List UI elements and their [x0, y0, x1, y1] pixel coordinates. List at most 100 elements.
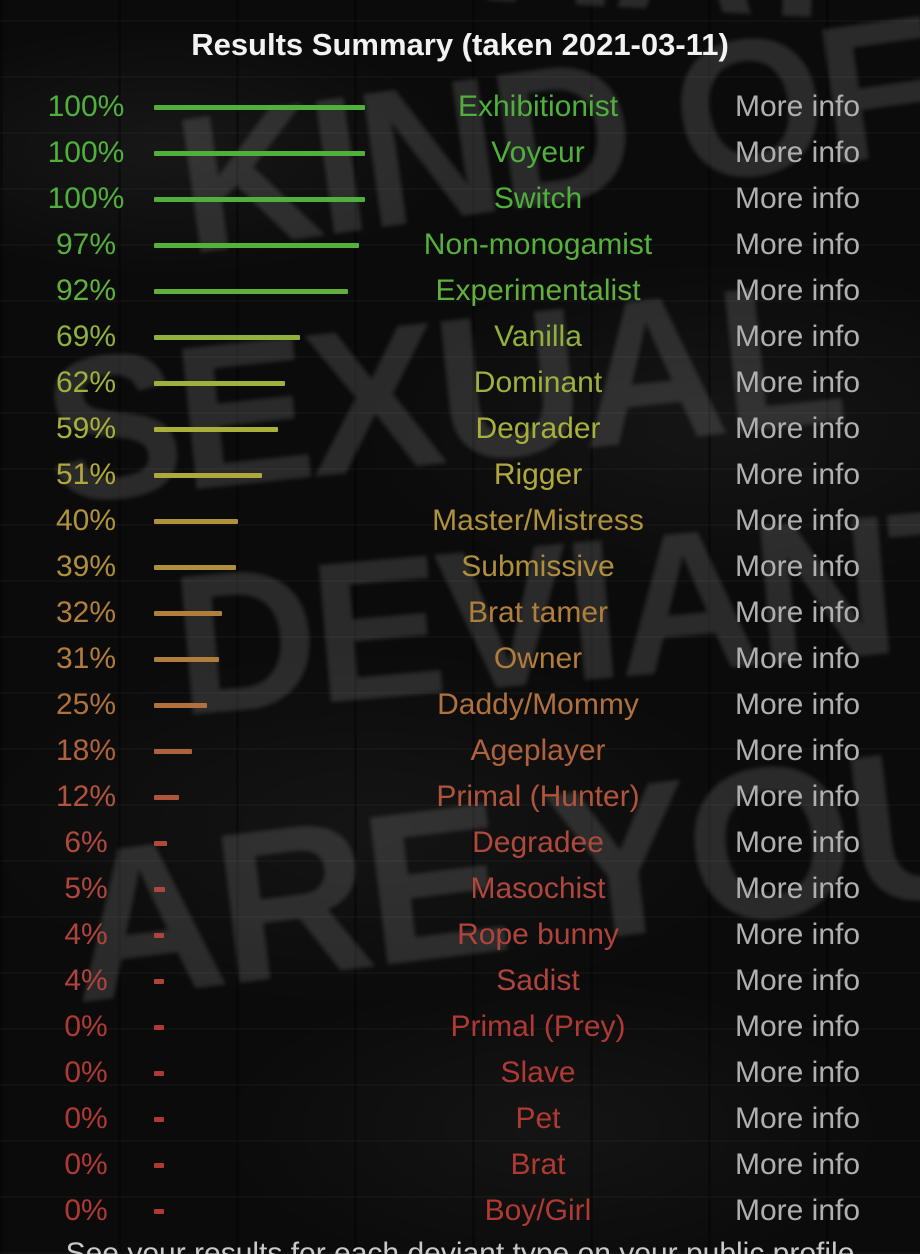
page-title: Results Summary (taken 2021-03-11)	[191, 27, 729, 62]
result-row: 40% Master/Mistress More info	[0, 498, 920, 544]
result-percent: 31%	[55, 642, 117, 675]
result-row: 32% Brat tamer More info	[0, 590, 920, 636]
more-info-link[interactable]: More info	[735, 734, 861, 767]
result-bar	[154, 473, 262, 478]
more-info-link[interactable]: More info	[735, 1194, 861, 1227]
result-label: Exhibitionist	[457, 90, 619, 123]
result-label: Voyeur	[491, 136, 585, 169]
more-info-link[interactable]: More info	[735, 274, 861, 307]
result-row: 69% Vanilla More info	[0, 314, 920, 360]
result-percent: 5%	[64, 872, 108, 905]
result-label: Primal (Prey)	[450, 1010, 626, 1043]
more-info-link[interactable]: More info	[735, 688, 861, 721]
result-row: 0% Primal (Prey) More info	[0, 1004, 920, 1050]
more-info-link[interactable]: More info	[735, 780, 861, 813]
result-row: 0% Brat More info	[0, 1142, 920, 1188]
result-label: Brat tamer	[467, 596, 609, 629]
result-percent: 0%	[64, 1194, 108, 1227]
more-info-link[interactable]: More info	[735, 136, 861, 169]
result-percent: 100%	[47, 136, 125, 169]
result-label: Submissive	[461, 550, 615, 583]
result-row: 12% Primal (Hunter) More info	[0, 774, 920, 820]
more-info-link[interactable]: More info	[735, 918, 861, 951]
result-row: 4% Rope bunny More info	[0, 912, 920, 958]
more-info-link[interactable]: More info	[735, 228, 861, 261]
result-bar	[154, 427, 279, 432]
more-info-link[interactable]: More info	[735, 642, 861, 675]
result-label: Rope bunny	[457, 918, 619, 951]
result-row: 25% Daddy/Mommy More info	[0, 682, 920, 728]
more-info-link[interactable]: More info	[735, 1056, 861, 1089]
more-info-link[interactable]: More info	[735, 320, 861, 353]
result-label: Boy/Girl	[484, 1194, 592, 1227]
result-percent: 0%	[64, 1010, 108, 1043]
result-row: 100% Exhibitionist More info	[0, 84, 920, 130]
footer-partial-text: See your results for each deviant type o…	[65, 1237, 855, 1254]
result-label: Primal (Hunter)	[436, 780, 640, 813]
more-info-link[interactable]: More info	[735, 366, 861, 399]
result-bar	[154, 703, 207, 708]
result-label: Daddy/Mommy	[437, 688, 639, 721]
result-percent: 4%	[64, 918, 108, 951]
result-percent: 62%	[55, 366, 117, 399]
more-info-link[interactable]: More info	[735, 964, 861, 997]
result-percent: 32%	[55, 596, 117, 629]
result-bar	[154, 657, 220, 662]
result-row: 39% Submissive More info	[0, 544, 920, 590]
result-percent: 51%	[55, 458, 117, 491]
result-bar	[154, 749, 192, 754]
result-bar	[154, 105, 365, 110]
more-info-link[interactable]: More info	[735, 1148, 861, 1181]
result-percent: 100%	[47, 90, 125, 123]
result-row: 92% Experimentalist More info	[0, 268, 920, 314]
result-label: Experimentalist	[435, 274, 641, 307]
more-info-link[interactable]: More info	[735, 1010, 861, 1043]
result-bar	[154, 841, 167, 846]
result-bar	[154, 335, 300, 340]
more-info-link[interactable]: More info	[735, 826, 861, 859]
result-percent: 12%	[55, 780, 117, 813]
result-percent: 69%	[55, 320, 117, 353]
more-info-link[interactable]: More info	[735, 596, 861, 629]
result-percent: 92%	[55, 274, 117, 307]
result-bar	[154, 1117, 164, 1122]
result-row: 6% Degradee More info	[0, 820, 920, 866]
result-percent: 40%	[55, 504, 117, 537]
result-bar	[154, 243, 359, 248]
result-row: 100% Switch More info	[0, 176, 920, 222]
result-label: Master/Mistress	[432, 504, 644, 537]
result-percent: 97%	[55, 228, 117, 261]
more-info-link[interactable]: More info	[735, 872, 861, 905]
more-info-link[interactable]: More info	[735, 412, 861, 445]
result-label: Pet	[515, 1102, 561, 1135]
result-label: Slave	[500, 1056, 576, 1089]
result-row: 0% Boy/Girl More info	[0, 1188, 920, 1234]
more-info-link[interactable]: More info	[735, 90, 861, 123]
result-label: Rigger	[493, 458, 583, 491]
result-row: 59% Degrader More info	[0, 406, 920, 452]
result-label: Degrader	[475, 412, 601, 445]
result-percent: 0%	[64, 1102, 108, 1135]
result-percent: 0%	[64, 1148, 108, 1181]
result-label: Non-monogamist	[423, 228, 653, 261]
result-bar	[154, 381, 285, 386]
more-info-link[interactable]: More info	[735, 458, 861, 491]
result-label: Degradee	[472, 826, 604, 859]
result-bar	[154, 795, 180, 800]
result-label: Vanilla	[494, 320, 582, 353]
more-info-link[interactable]: More info	[735, 504, 861, 537]
result-label: Masochist	[470, 872, 606, 905]
result-bar	[154, 519, 239, 524]
result-row: 18% Ageplayer More info	[0, 728, 920, 774]
result-row: 0% Slave More info	[0, 1050, 920, 1096]
result-bar	[154, 1209, 164, 1214]
more-info-link[interactable]: More info	[735, 1102, 861, 1135]
more-info-link[interactable]: More info	[735, 550, 861, 583]
result-percent: 100%	[47, 182, 125, 215]
result-row: 62% Dominant More info	[0, 360, 920, 406]
result-percent: 59%	[55, 412, 117, 445]
more-info-link[interactable]: More info	[735, 182, 861, 215]
result-bar	[154, 151, 365, 156]
result-label: Dominant	[473, 366, 603, 399]
result-percent: 25%	[55, 688, 117, 721]
